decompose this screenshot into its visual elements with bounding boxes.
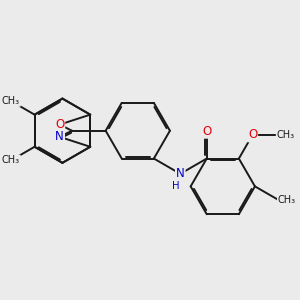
Text: O: O [202, 125, 212, 138]
Text: CH₃: CH₃ [277, 130, 295, 140]
Text: O: O [55, 118, 64, 131]
Text: N: N [55, 130, 64, 143]
Text: CH₃: CH₃ [2, 96, 20, 106]
Text: H: H [172, 181, 179, 191]
Text: N: N [176, 167, 185, 180]
Text: O: O [248, 128, 257, 141]
Text: CH₃: CH₃ [278, 195, 296, 205]
Text: CH₃: CH₃ [2, 155, 20, 165]
